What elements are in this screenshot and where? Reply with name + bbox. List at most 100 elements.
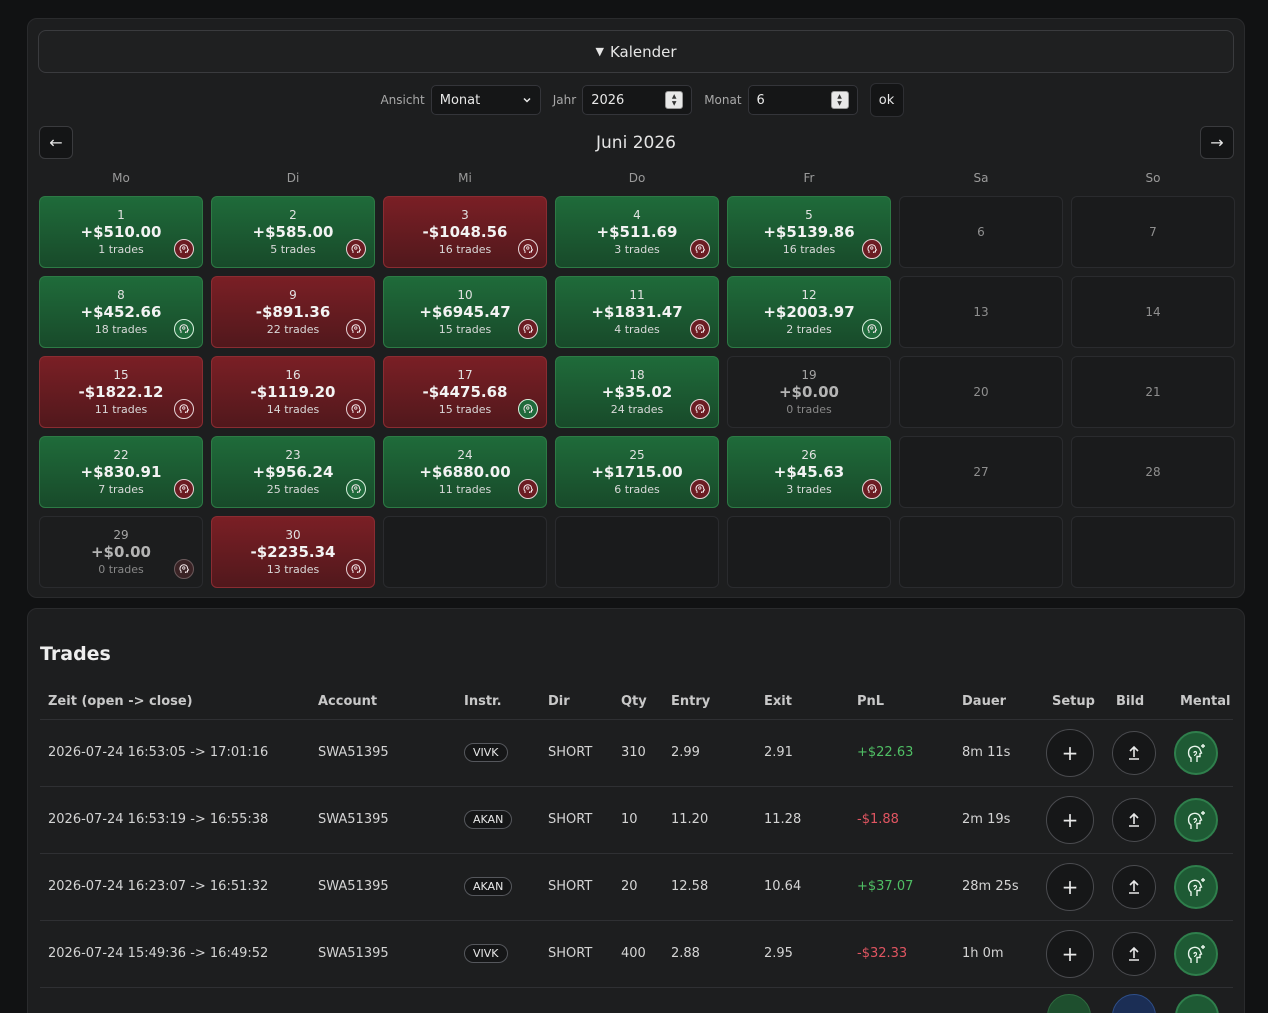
upload-image-button[interactable] — [1112, 730, 1156, 775]
calendar-day-cell[interactable]: 5 +$5139.86 16 trades — [727, 196, 891, 268]
calendar-day-cell[interactable]: 29 +$0.00 0 trades — [39, 516, 203, 588]
calendar-day-cell[interactable]: 22 +$830.91 7 trades — [39, 436, 203, 508]
mental-button[interactable] — [1174, 730, 1218, 775]
upload-image-button[interactable] — [1112, 864, 1156, 909]
day-pnl: +$1715.00 — [591, 462, 683, 481]
calendar-day-cell[interactable]: 8 +$452.66 18 trades — [39, 276, 203, 348]
mental-head-icon[interactable] — [690, 479, 710, 499]
day-trade-count: 3 trades — [786, 482, 832, 496]
upload-icon — [1129, 745, 1139, 760]
add-setup-button[interactable]: + — [1046, 795, 1094, 844]
mental-head-icon[interactable] — [174, 319, 194, 339]
day-trade-count: 16 trades — [782, 242, 836, 256]
mental-head-icon[interactable] — [862, 479, 882, 499]
mental-head-icon[interactable] — [518, 319, 538, 339]
calendar-day-cell[interactable]: 2 +$585.00 5 trades — [211, 196, 375, 268]
calendar-day-cell[interactable]: 15 -$1822.12 11 trades — [39, 356, 203, 428]
calendar-day-cell[interactable]: 18 +$35.02 24 trades — [555, 356, 719, 428]
add-setup-button[interactable]: + — [1046, 862, 1094, 911]
mental-button[interactable] — [1174, 931, 1218, 976]
upload-image-button[interactable] — [1112, 797, 1156, 842]
trade-direction: SHORT — [540, 719, 613, 787]
day-number: 2 — [289, 207, 297, 222]
mental-head-icon[interactable] — [518, 479, 538, 499]
calendar-day-cell[interactable]: 4 +$511.69 3 trades — [555, 196, 719, 268]
mental-head-icon[interactable] — [690, 319, 710, 339]
mental-head-icon[interactable] — [346, 479, 366, 499]
day-trade-count: 13 trades — [266, 562, 320, 576]
mental-head-icon[interactable] — [346, 239, 366, 259]
calendar-day-cell[interactable]: 10 +$6945.47 15 trades — [383, 276, 547, 348]
upload-image-button[interactable] — [1112, 931, 1156, 976]
mental-head-icon[interactable] — [690, 239, 710, 259]
mental-head-icon[interactable] — [346, 399, 366, 419]
table-row[interactable]: 2026-07-24 16:53:19 -> 16:55:38 SWA51395 A… — [40, 786, 1233, 854]
calendar-day-cell[interactable]: 7 — [1071, 196, 1235, 268]
month-stepper-icon[interactable]: ▲ ▼ — [830, 91, 849, 109]
ok-button[interactable]: ok — [869, 83, 904, 117]
plus-icon: + — [1061, 874, 1079, 899]
column-header: Dauer — [954, 685, 1044, 720]
calendar-day-cell[interactable]: 19 +$0.00 0 trades — [727, 356, 891, 428]
trade-pnl: +$37.07 — [849, 853, 954, 921]
calendar-day-cell[interactable]: 3 -$1048.56 16 trades — [383, 196, 547, 268]
calendar-day-cell[interactable]: 9 -$891.36 22 trades — [211, 276, 375, 348]
calendar-day-cell[interactable]: 28 — [1071, 436, 1235, 508]
calendar-day-cell[interactable]: 24 +$6880.00 11 trades — [383, 436, 547, 508]
calendar-day-cell[interactable]: 27 — [899, 436, 1063, 508]
column-header: Qty — [613, 685, 663, 720]
calendar-day-cell[interactable]: 16 -$1119.20 14 trades — [211, 356, 375, 428]
calendar-day-cell[interactable]: 11 +$1831.47 4 trades — [555, 276, 719, 348]
table-row[interactable]: 2026-07-24 15:49:36 -> 16:49:52 SWA51395 V… — [40, 920, 1233, 988]
calendar-day-cell[interactable]: 20 — [899, 356, 1063, 428]
column-header: Dir — [540, 685, 613, 720]
mental-head-icon[interactable] — [862, 319, 882, 339]
day-number: 20 — [973, 385, 989, 399]
calendar-day-cell[interactable]: 6 — [899, 196, 1063, 268]
prev-month-button[interactable]: ← — [39, 126, 73, 159]
calendar-day-cell[interactable]: 14 — [1071, 276, 1235, 348]
calendar-empty-cell — [1071, 516, 1235, 588]
trade-time: 2026-07-24 16:23:07 -> 16:51:32 — [40, 853, 310, 921]
view-select[interactable]: Monat — [430, 85, 541, 115]
image-cell — [1108, 719, 1172, 787]
setup-cell: + — [1044, 920, 1108, 988]
calendar-day-cell[interactable]: 26 +$45.63 3 trades — [727, 436, 891, 508]
mental-head-icon[interactable] — [174, 399, 194, 419]
year-input[interactable]: 2026 ▲ ▼ — [582, 85, 693, 115]
add-setup-button[interactable]: + — [1046, 929, 1094, 978]
calendar-toggle[interactable]: ▼ Kalender — [38, 30, 1234, 73]
calendar-day-cell[interactable]: 13 — [899, 276, 1063, 348]
mental-head-icon[interactable] — [346, 319, 366, 339]
next-month-button[interactable]: → — [1200, 126, 1234, 159]
table-row[interactable]: 2026-07-24 16:23:07 -> 16:51:32 SWA51395 A… — [40, 853, 1233, 921]
calendar-day-cell[interactable]: 23 +$956.24 25 trades — [211, 436, 375, 508]
mental-head-icon[interactable] — [174, 559, 194, 579]
calendar-day-cell[interactable]: 12 +$2003.97 2 trades — [727, 276, 891, 348]
table-row[interactable]: 2026-07-24 16:53:05 -> 17:01:16 SWA51395 V… — [40, 719, 1233, 787]
calendar-day-cell[interactable]: 17 -$4475.68 15 trades — [383, 356, 547, 428]
mental-head-icon[interactable] — [518, 239, 538, 259]
calendar-day-cell[interactable]: 25 +$1715.00 6 trades — [555, 436, 719, 508]
mental-head-icon[interactable] — [174, 239, 194, 259]
mental-button[interactable] — [1174, 864, 1218, 909]
year-stepper-icon[interactable]: ▲ ▼ — [665, 91, 684, 109]
mental-head-icon[interactable] — [690, 399, 710, 419]
mental-button[interactable] — [1174, 797, 1218, 842]
trade-exit: 2.95 — [756, 920, 849, 988]
mental-head-icon[interactable] — [862, 239, 882, 259]
mental-head-icon[interactable] — [518, 399, 538, 419]
instrument-badge: AKAN — [464, 810, 513, 829]
month-input-value: 6 — [756, 92, 765, 108]
trade-exit: 10.64 — [756, 853, 849, 921]
month-input[interactable]: 6 ▲ ▼ — [747, 85, 858, 115]
day-pnl: +$585.00 — [252, 222, 334, 241]
calendar-day-cell[interactable]: 21 — [1071, 356, 1235, 428]
mental-head-icon[interactable] — [346, 559, 366, 579]
day-pnl: +$0.00 — [90, 542, 151, 561]
add-setup-button[interactable]: + — [1046, 728, 1094, 777]
calendar-day-cell[interactable]: 1 +$510.00 1 trades — [39, 196, 203, 268]
mental-head-icon[interactable] — [174, 479, 194, 499]
day-number: 27 — [973, 465, 989, 479]
calendar-day-cell[interactable]: 30 -$2235.34 13 trades — [211, 516, 375, 588]
